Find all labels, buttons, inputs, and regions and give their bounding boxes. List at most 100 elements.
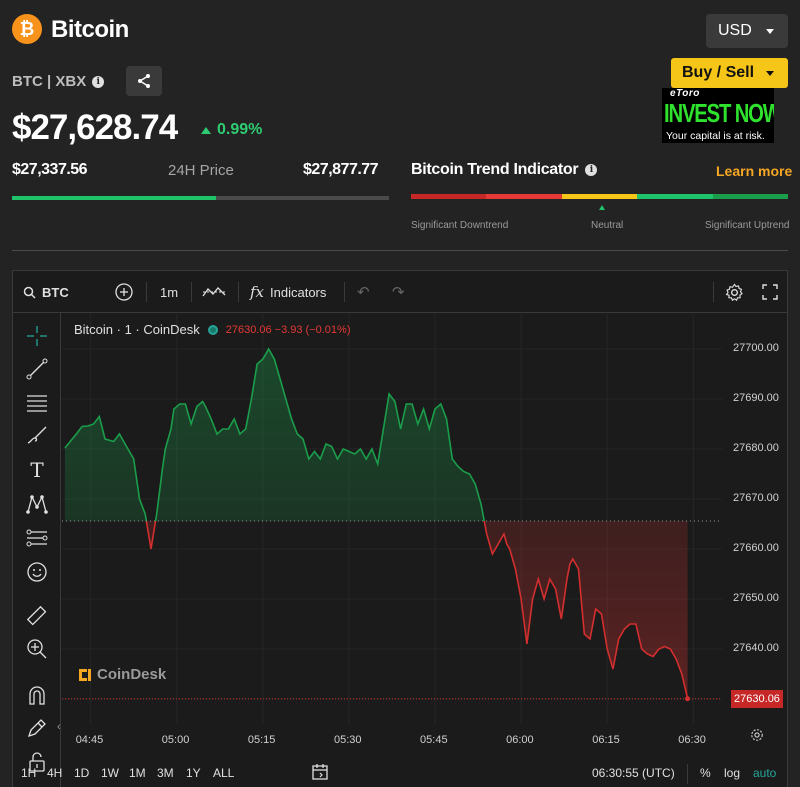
ticker-label: BTC | XBX i [12, 73, 105, 90]
brush-tool[interactable] [25, 424, 49, 448]
range-button-1w[interactable]: 1W [101, 766, 119, 780]
indicators-button[interactable]: fx Indicators [250, 271, 326, 313]
toolbar-separator [687, 764, 688, 784]
redo-icon: ↷ [392, 284, 405, 301]
range-button-all[interactable]: ALL [213, 766, 235, 780]
price-line-down [145, 521, 689, 699]
info-icon[interactable]: i [92, 75, 105, 88]
range-high: $27,877.77 [303, 161, 379, 178]
collapse-toolbar-icon[interactable]: ‹ [57, 721, 61, 733]
range-button-3m[interactable]: 3M [157, 766, 174, 780]
bitcoin-logo-icon: ₿ [12, 14, 42, 44]
range-button-1m[interactable]: 1M [129, 766, 146, 780]
triangle-up-icon [201, 126, 211, 134]
range-low: $27,337.56 [12, 161, 88, 178]
range-button-1y[interactable]: 1Y [186, 766, 201, 780]
trend-segment-2 [561, 194, 638, 199]
lock-tool[interactable] [25, 750, 49, 774]
x-tick-label: 05:15 [247, 734, 276, 746]
brush-icon [27, 426, 47, 444]
x-tick-label: 05:30 [333, 734, 362, 746]
measure-tool[interactable] [25, 604, 49, 628]
y-tick-label: 27670.00 [733, 492, 779, 504]
y-tick-label: 27680.00 [733, 442, 779, 454]
buy-sell-label: Buy / Sell [682, 64, 755, 81]
fullscreen-button[interactable] [762, 271, 778, 313]
y-tick-label: 27650.00 [733, 592, 779, 604]
auto-scale-toggle[interactable]: auto [753, 766, 777, 780]
trend-segment-1 [486, 194, 562, 199]
symbol-text: BTC [42, 284, 69, 300]
ticker-text: BTC | XBX [12, 73, 87, 90]
ad-disclaimer: Your capital is at risk. [666, 130, 765, 142]
trend-segment-0 [411, 194, 487, 199]
learn-more-link[interactable]: Learn more [716, 163, 793, 179]
info-icon[interactable]: i [585, 164, 598, 176]
emoji-tool[interactable] [25, 560, 49, 584]
draw-mode-tool[interactable] [25, 716, 49, 740]
x-tick-label: 05:00 [161, 734, 190, 746]
range-button-1h[interactable]: 1H [21, 766, 37, 780]
prediction-tool[interactable] [25, 526, 49, 550]
trend-indicator-title: Bitcoin Trend Indicator i [411, 161, 598, 179]
magnet-tool[interactable] [25, 683, 49, 707]
magnet-icon [29, 686, 45, 705]
settings-button[interactable] [725, 271, 744, 313]
advertisement-banner[interactable]: eToro INVEST NOW Your capital is at risk… [662, 88, 774, 143]
price-chart[interactable] [62, 314, 722, 724]
chart-type-button[interactable] [202, 271, 226, 313]
symbol-search[interactable]: BTC [23, 271, 69, 313]
trend-label-neutral: Neutral [591, 220, 624, 231]
gear-icon [751, 729, 763, 741]
pattern-tool[interactable] [25, 492, 49, 516]
last-price-label: 27630.06 [731, 689, 783, 708]
baseline-area-down [64, 521, 688, 699]
text-tool[interactable]: T [25, 458, 49, 482]
chart-widget: BTC 1m fx Indicators ↶ ↷ [12, 270, 788, 787]
horizontal-lines-icon [27, 395, 47, 412]
price-range-fill [12, 196, 216, 200]
x-tick-label: 04:45 [75, 734, 104, 746]
x-tick-label: 06:00 [506, 734, 534, 746]
percent-scale-toggle[interactable]: % [700, 766, 711, 780]
undo-button[interactable]: ↶ [357, 271, 370, 313]
divider [12, 250, 788, 251]
baseline-area-up [64, 349, 688, 521]
chart-toolbar: BTC 1m fx Indicators ↶ ↷ [13, 271, 787, 313]
price-line-up [64, 347, 486, 521]
zoom-tool[interactable] [25, 637, 49, 661]
chart-legend: Bitcoin · 1 · CoinDesk 27630.06 −3.93 (−… [74, 322, 350, 337]
clock-time[interactable]: 06:30:55 (UTC) [592, 766, 675, 780]
calendar-icon [312, 764, 328, 780]
range-button-4h[interactable]: 4H [47, 766, 63, 780]
share-button[interactable] [126, 66, 162, 96]
coindesk-watermark: CoinDesk [77, 666, 166, 683]
buy-sell-button[interactable]: Buy / Sell [671, 58, 788, 88]
toolbar-separator [191, 282, 192, 302]
crosshair-tool[interactable] [25, 324, 49, 348]
redo-button[interactable]: ↷ [392, 271, 405, 313]
coindesk-logo-icon [79, 668, 91, 681]
y-tick-label: 27690.00 [733, 392, 779, 404]
axis-settings-button[interactable] [750, 723, 764, 747]
compare-button[interactable] [115, 271, 133, 313]
fib-tool[interactable] [25, 391, 49, 415]
y-tick-label: 27640.00 [733, 642, 779, 654]
trend-indicator-bar [411, 194, 789, 199]
zoom-in-icon [27, 639, 47, 659]
trend-segment-4 [712, 194, 789, 199]
drawing-toolbar: T [13, 313, 61, 787]
text-icon: T [30, 458, 44, 482]
sliders-icon [26, 529, 48, 547]
date-range-button[interactable] [311, 763, 329, 784]
trend-title-text: Bitcoin Trend Indicator [411, 161, 579, 178]
currency-select[interactable]: USD [706, 14, 788, 48]
trend-line-tool[interactable] [25, 357, 49, 381]
smiley-icon [27, 562, 47, 582]
interval-button[interactable]: 1m [160, 271, 178, 313]
indicators-label: Indicators [270, 284, 327, 300]
x-tick-label: 06:30 [678, 734, 706, 746]
trend-marker-icon [599, 205, 605, 210]
range-button-1d[interactable]: 1D [74, 766, 90, 780]
log-scale-toggle[interactable]: log [724, 766, 741, 780]
